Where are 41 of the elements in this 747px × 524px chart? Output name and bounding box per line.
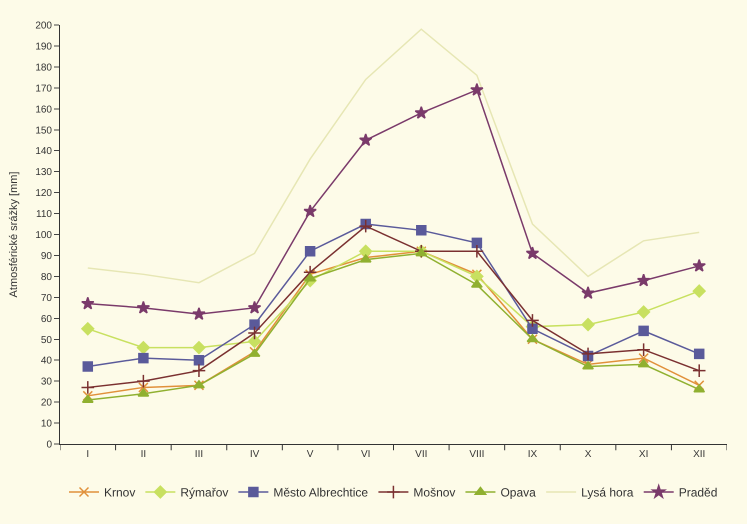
x-tick-label: VII	[415, 449, 428, 460]
y-tick-label: 160	[35, 104, 52, 116]
y-tick-label: 0	[46, 440, 52, 450]
y-tick-label: 130	[35, 167, 52, 178]
y-tick-label: 170	[35, 83, 52, 94]
x-tick-label: III	[194, 449, 204, 460]
x-tick-label: IX	[528, 449, 538, 460]
x-tick-label: V	[306, 449, 314, 460]
legend-label: Krnov	[104, 486, 136, 500]
y-tick-label: 10	[40, 418, 52, 430]
y-tick-label: 40	[40, 356, 52, 367]
y-tick-label: 140	[35, 146, 52, 158]
y-axis-title: Atmosférické srážky [mm]	[8, 172, 20, 298]
y-tick-label: 90	[40, 250, 52, 262]
legend-label: Město Albrechtice	[273, 486, 368, 500]
y-tick-label: 180	[35, 62, 52, 74]
y-tick-label: 190	[35, 41, 52, 52]
y-tick-label: 30	[40, 376, 52, 388]
y-tick-label: 150	[35, 125, 52, 136]
y-tick-label: 200	[35, 20, 52, 32]
x-tick-label: XII	[693, 449, 706, 460]
x-tick-label: X	[584, 449, 592, 460]
x-tick-label: I	[86, 449, 90, 460]
legend-label: Opava	[500, 486, 536, 500]
x-tick-label: IV	[250, 449, 260, 460]
legend-label: Praděd	[678, 486, 718, 500]
y-tick-label: 50	[40, 334, 52, 346]
x-tick-label: II	[140, 449, 146, 460]
x-tick-label: VI	[360, 449, 370, 460]
x-tick-label: XI	[638, 449, 648, 460]
y-tick-label: 110	[36, 209, 52, 220]
y-tick-label: 20	[40, 398, 52, 409]
legend-label: Rýmařov	[180, 486, 228, 500]
y-tick-label: 120	[35, 188, 52, 200]
x-tick-label: VIII	[469, 449, 484, 460]
y-tick-label: 100	[35, 230, 52, 241]
legend-label: Lysá hora	[581, 486, 634, 500]
legend-label: Mošnov	[413, 486, 456, 500]
y-tick-label: 70	[40, 292, 52, 304]
y-tick-label: 60	[40, 314, 52, 325]
y-tick-label: 80	[40, 272, 52, 283]
